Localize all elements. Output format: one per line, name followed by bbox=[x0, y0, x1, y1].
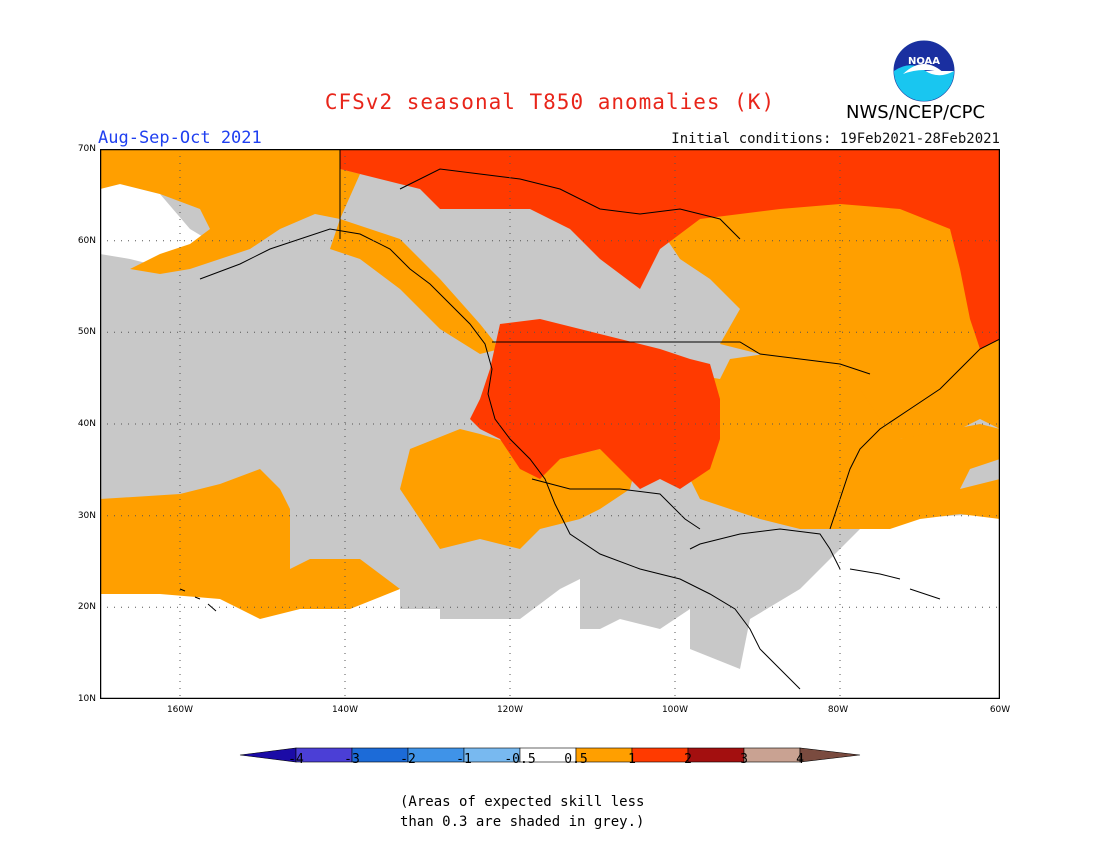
orange-region-canada-east bbox=[660, 194, 1000, 439]
season-label: Aug-Sep-Oct 2021 bbox=[98, 128, 262, 148]
orange-region-alaska-coast bbox=[330, 219, 500, 354]
colorbar bbox=[239, 747, 861, 763]
orange-region-central-pacific bbox=[100, 469, 400, 619]
lat-label-40n: 40N bbox=[77, 419, 96, 429]
lat-label-50n: 50N bbox=[77, 327, 96, 337]
colorbar-label: 2 bbox=[684, 752, 692, 767]
coastlines bbox=[179, 149, 1000, 690]
colorbar-arrow-right bbox=[799, 747, 861, 763]
coastline-east bbox=[829, 338, 1000, 530]
coastline-north-america-west bbox=[199, 228, 801, 690]
colorbar-label: -3 bbox=[344, 752, 360, 767]
gridlines bbox=[100, 149, 1000, 699]
colorbar-label: -4 bbox=[288, 752, 304, 767]
red-region-western-us bbox=[470, 319, 720, 489]
chart-title: CFSv2 seasonal T850 anomalies (K) bbox=[324, 90, 776, 114]
footnote-line-1: (Areas of expected skill less bbox=[400, 794, 645, 810]
footnote-line-2: than 0.3 are shaded in grey.) bbox=[400, 814, 645, 830]
colorbar-label: 4 bbox=[796, 752, 804, 767]
logo-text: NOAA bbox=[908, 56, 940, 67]
orange-region-mexico-west bbox=[400, 429, 640, 549]
colorbar-label: -1 bbox=[456, 752, 472, 767]
colorbar-label: 1 bbox=[628, 752, 636, 767]
coastline-arctic bbox=[399, 168, 741, 240]
lon-label-160w: 160W bbox=[166, 705, 194, 715]
us-mexico-border bbox=[531, 478, 701, 530]
lon-label-140w: 140W bbox=[331, 705, 359, 715]
map-frame bbox=[100, 149, 1000, 699]
colorbar-label: -2 bbox=[400, 752, 416, 767]
colorbar-label: 0.5 bbox=[564, 752, 588, 767]
lat-label-70n: 70N bbox=[77, 144, 96, 154]
red-anomaly-regions bbox=[340, 149, 1000, 489]
lat-label-30n: 30N bbox=[77, 511, 96, 521]
colorbar-label: -0.5 bbox=[504, 752, 536, 767]
lon-label-120w: 120W bbox=[496, 705, 524, 715]
lat-label-20n: 20N bbox=[77, 602, 96, 612]
lon-label-80w: 80W bbox=[827, 705, 849, 715]
noaa-logo: NOAA bbox=[893, 40, 955, 102]
lon-label-60w: 60W bbox=[989, 705, 1011, 715]
red-region-arctic bbox=[340, 149, 1000, 349]
white-south-region bbox=[100, 514, 1000, 699]
orange-region-eastern-us bbox=[690, 349, 1000, 529]
lat-label-10n: 10N bbox=[77, 694, 96, 704]
lon-label-100w: 100W bbox=[661, 705, 689, 715]
lat-label-60n: 60N bbox=[77, 236, 96, 246]
us-canada-border bbox=[492, 341, 871, 375]
caribbean-islands bbox=[849, 568, 941, 600]
coastline-gulf bbox=[689, 528, 841, 570]
orange-region-north-pacific bbox=[100, 149, 360, 274]
anomaly-map bbox=[100, 149, 1000, 699]
colorbar-label: 3 bbox=[740, 752, 748, 767]
initial-conditions-label: Initial conditions: 19Feb2021-28Feb2021 bbox=[671, 131, 1000, 147]
skill-footnote: (Areas of expected skill less than 0.3 a… bbox=[400, 792, 780, 832]
agency-label: NWS/NCEP/CPC bbox=[846, 102, 986, 123]
